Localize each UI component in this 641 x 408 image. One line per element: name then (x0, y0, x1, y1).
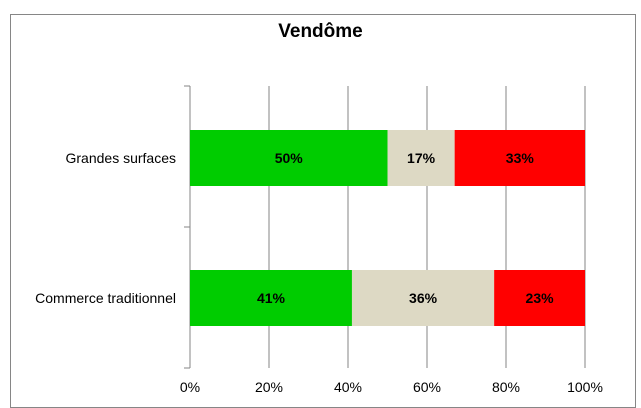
category-label: Commerce traditionnel (35, 290, 176, 306)
data-label: 33% (506, 150, 535, 166)
data-label: 23% (526, 290, 555, 306)
data-label: 36% (409, 290, 438, 306)
bar-segment (190, 130, 388, 186)
x-tick-label: 60% (413, 379, 441, 394)
x-tick-label: 0% (180, 379, 200, 394)
chart-title: Vendôme (278, 21, 363, 42)
bar-segment (494, 270, 585, 326)
bar-segment (387, 130, 455, 186)
x-tick-label: 100% (567, 379, 603, 394)
data-label: 17% (407, 150, 436, 166)
chart-frame (10, 14, 636, 408)
bar-segment (190, 270, 352, 326)
stacked-bar-chart: 50% 17% 33% Grandes surfaces 41% 36% 23% Commer… (35, 85, 603, 394)
category-label: Grandes surfaces (66, 150, 177, 166)
x-tick-label: 20% (255, 379, 283, 394)
bar-segment (454, 130, 585, 186)
data-label: 41% (257, 290, 286, 306)
x-tick-label: 80% (492, 379, 520, 394)
bar-segment (351, 270, 495, 326)
x-tick-label: 40% (334, 379, 362, 394)
data-label: 50% (275, 150, 304, 166)
